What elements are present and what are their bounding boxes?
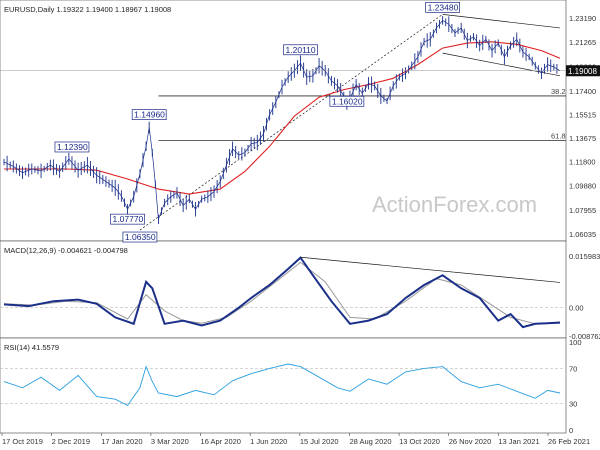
price-y-tick: 1.17400 [569,87,596,96]
x-tick-label: 28 Aug 2020 [349,437,391,446]
x-tick-label: 17 Oct 2019 [2,437,43,446]
price-annotations: 1.23480 1.20110 1.16020 1.14960 1.12390 1.077… [54,1,460,243]
annotation-box [110,213,145,225]
annotation-label: 1.12390 [57,142,88,152]
trendline [442,14,561,29]
price-y-tick: 1.13675 [569,134,596,143]
fib-level-label: 38.2 [551,87,566,96]
x-tick-label: 26 Feb 2021 [548,437,590,446]
annotation-label: 1.07770 [113,214,144,224]
price-y-tick: 1.11800 [569,157,596,166]
macd-series [0,256,566,329]
x-tick-label: 17 Jan 2020 [101,437,142,446]
rsi-y-tick: 100 [569,338,582,347]
watermark: ActionForex.com [372,192,537,217]
macd-header: MACD(12,26,9) -0.004621 -0.004798 [4,246,128,255]
macd-pane [0,240,567,339]
x-tick-label: 1 Jun 2020 [250,437,287,446]
annotation-label: 1.16020 [332,96,363,106]
annotation-label: 1.23480 [428,2,459,12]
last-price-box [566,65,600,77]
x-tick-label: 13 Oct 2020 [399,437,440,446]
price-y-axis: 1.231901.212651.193201.174001.155151.136… [569,14,596,239]
x-tick-label: 2 Dec 2019 [52,437,90,446]
x-tick-label: 16 Apr 2020 [201,437,241,446]
price-y-tick: 1.06035 [569,230,596,239]
macd-y-axis: 0.015983 0.00 -0.008762 [569,252,600,341]
annotation-label: 1.14960 [134,110,165,120]
last-price-label: 1.19008 [568,67,597,76]
macd-y-tick: 0.00 [569,304,584,313]
macd-y-tick: -0.008762 [569,332,600,341]
x-tick-label: 26 Nov 2020 [449,437,492,446]
rsi-header: RSI(14) 41.5579 [4,343,59,352]
annotation-box [122,231,158,243]
annotation-box [283,44,318,56]
annotation-box [131,109,167,120]
annotation-box [329,95,365,107]
macd-trendline [300,256,561,283]
price-y-tick: 1.15515 [569,111,596,120]
annotation-label: 1.06350 [125,232,156,242]
price-pane [0,0,567,242]
price-line [3,19,561,220]
x-tick-label: 13 Jan 2021 [498,437,539,446]
rsi-series [0,363,566,406]
rsi-pane [0,337,567,434]
x-tick-label: 3 Mar 2020 [151,437,189,446]
price-y-tick: 1.09880 [569,182,596,191]
rsi-y-tick: 70 [569,364,577,373]
price-y-tick: 1.21265 [569,38,596,47]
fib-level-label: 61.8 [551,132,566,141]
annotation-box [425,1,460,13]
x-axis: 17 Oct 2019 2 Dec 2019 17 Jan 2020 3 Mar 20… [1,433,590,446]
rsi-line [3,363,561,406]
price-y-tick: 1.23190 [569,14,596,23]
macd-y-tick: 0.015983 [569,252,600,261]
price-header: EURUSD,Daily 1.19322 1.19400 1.18967 1.1… [4,5,171,14]
macd-line [3,256,561,329]
rsi-y-tick: 0 [569,426,573,435]
rsi-y-axis: 100 70 30 0 [569,338,582,435]
annotation-box [54,141,90,153]
x-tick-label: 15 Jul 2020 [300,437,339,446]
macd-signal-line [3,261,561,325]
price-y-tick: 1.07955 [569,206,596,215]
annotation-label: 1.20110 [286,45,316,55]
rsi-y-tick: 30 [569,400,577,409]
last-price-tag: 1.19008 [566,65,600,77]
